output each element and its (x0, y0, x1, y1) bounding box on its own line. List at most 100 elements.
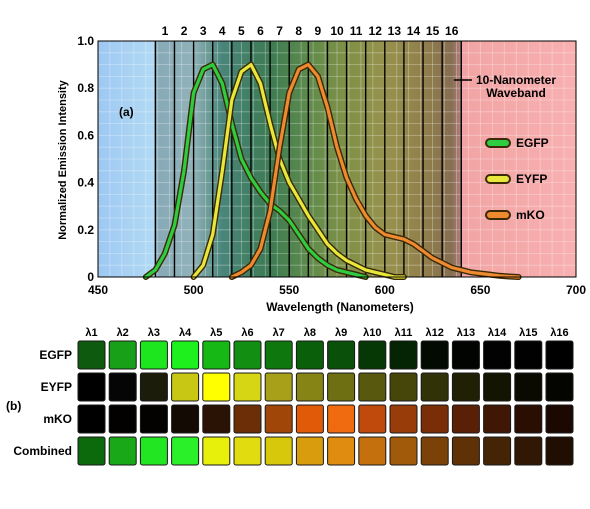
x-tick-450: 450 (88, 283, 108, 297)
waveband-label-7: 7 (276, 24, 283, 38)
waveband-label-8: 8 (295, 24, 302, 38)
y-tick-0.2: 0.2 (77, 223, 94, 237)
cell-mko-7 (264, 404, 293, 434)
waveband-annotation: 10-Nanometer Waveband (454, 73, 556, 100)
y-tick-0.6: 0.6 (77, 128, 94, 142)
spectra-plot: 1 2 3 4 5 6 7 8 9 10 11 12 13 14 15 16 450 500 550 600 650 7… (57, 24, 586, 314)
column-header-4: λ4 (179, 327, 192, 339)
waveband-labels: 1 2 3 4 5 6 7 8 9 10 11 12 13 14 15 16 (162, 24, 459, 38)
plot-frame (97, 40, 577, 278)
waveband-annotation-text: 10-Nanometer Waveband (476, 73, 556, 100)
column-header-13: λ13 (457, 327, 475, 339)
x-axis-label: Wavelength (Nanometers) (266, 300, 414, 314)
waveband-label-3: 3 (200, 24, 207, 38)
cell-eyfp-15 (514, 372, 543, 402)
cell-combined-10 (358, 436, 387, 466)
column-header-15: λ15 (519, 327, 537, 339)
cell-eyfp-11 (389, 372, 418, 402)
cell-egfp-14 (483, 340, 512, 370)
cell-combined-12 (420, 436, 449, 466)
cell-eyfp-5 (202, 372, 231, 402)
cell-egfp-6 (233, 340, 262, 370)
cell-egfp-7 (264, 340, 293, 370)
cell-combined-6 (233, 436, 262, 466)
y-tick-0: 0 (87, 270, 94, 284)
y-tick-labels: 0 0.2 0.4 0.6 0.8 1.0 (77, 34, 94, 284)
cell-eyfp-12 (420, 372, 449, 402)
cell-combined-16 (545, 436, 574, 466)
cell-eyfp-16 (545, 372, 574, 402)
column-header-11: λ11 (395, 327, 413, 339)
cell-mko-9 (327, 404, 356, 434)
cell-eyfp-13 (451, 372, 480, 402)
column-headers: λ1 λ2 λ3 λ4 λ5 λ6 λ7 λ8 λ9 λ10 λ11 λ12 λ13 λ14 λ15 λ16 (85, 327, 568, 339)
row-header-eyfp: EYFP (41, 380, 72, 394)
x-tick-600: 600 (375, 283, 395, 297)
column-header-14: λ14 (488, 327, 507, 339)
cell-egfp-8 (295, 340, 324, 370)
cell-mko-3 (139, 404, 168, 434)
waveband-annotation-line: 10-Nanometer (476, 73, 556, 87)
cell-egfp-10 (358, 340, 387, 370)
row-header-mko: mKO (43, 412, 72, 426)
waveband-label-10: 10 (330, 24, 344, 38)
cell-mko-5 (202, 404, 231, 434)
waveband-annotation-line: Waveband (486, 86, 546, 100)
cell-combined-4 (171, 436, 200, 466)
cell-eyfp-6 (233, 372, 262, 402)
waveband-label-13: 13 (388, 24, 402, 38)
row-header-egfp: EGFP (39, 348, 72, 362)
waveband-label-2: 2 (181, 24, 188, 38)
waveband-intensity-grid: (b) λ1 λ2 λ3 λ4 λ5 λ6 λ7 λ8 λ9 λ10 λ11 λ12 λ13 λ14 λ15… (6, 327, 574, 466)
curve-eyfp (192, 62, 406, 279)
column-header-10: λ10 (363, 327, 381, 339)
cell-mko-11 (389, 404, 418, 434)
column-header-7: λ7 (273, 327, 285, 339)
cell-egfp-15 (514, 340, 543, 370)
waveband-label-9: 9 (315, 24, 322, 38)
cell-egfp-11 (389, 340, 418, 370)
waveband-label-11: 11 (350, 24, 363, 38)
cell-egfp-12 (420, 340, 449, 370)
legend-item-eyfp: EYFP (485, 172, 547, 186)
cell-mko-4 (171, 404, 200, 434)
x-tick-500: 500 (184, 283, 204, 297)
cell-mko-15 (514, 404, 543, 434)
cell-egfp-2 (108, 340, 137, 370)
plot-background (98, 41, 576, 277)
waveband-dividers (154, 41, 462, 277)
cell-combined-2 (108, 436, 137, 466)
column-header-3: λ3 (148, 327, 160, 339)
column-header-16: λ16 (550, 327, 568, 339)
legend-swatch-egfp (487, 140, 509, 146)
cell-mko-14 (483, 404, 512, 434)
cell-combined-1 (77, 436, 106, 466)
waveband-label-16: 16 (445, 24, 459, 38)
cell-combined-13 (451, 436, 480, 466)
legend: EGFP EYFP mKO (485, 136, 549, 222)
cell-mko-2 (108, 404, 137, 434)
cell-eyfp-3 (139, 372, 168, 402)
legend-item-egfp: EGFP (485, 136, 549, 150)
cell-eyfp-2 (108, 372, 137, 402)
cell-egfp-1 (77, 340, 106, 370)
cell-mko-10 (358, 404, 387, 434)
column-header-6: λ6 (241, 327, 253, 339)
cell-mko-16 (545, 404, 574, 434)
cell-egfp-16 (545, 340, 574, 370)
panel-a-label: (a) (119, 105, 134, 119)
column-header-2: λ2 (117, 327, 129, 339)
cell-combined-9 (327, 436, 356, 466)
cell-eyfp-4 (171, 372, 200, 402)
x-tick-700: 700 (566, 283, 586, 297)
waveband-label-6: 6 (257, 24, 264, 38)
x-tick-650: 650 (470, 283, 490, 297)
cell-mko-13 (451, 404, 480, 434)
legend-label-mko: mKO (516, 208, 545, 222)
column-header-8: λ8 (304, 327, 316, 339)
cell-mko-12 (420, 404, 449, 434)
curve-egfp (144, 62, 368, 279)
cell-eyfp-10 (358, 372, 387, 402)
y-axis-label: Normalized Emission Intensity (57, 79, 69, 239)
